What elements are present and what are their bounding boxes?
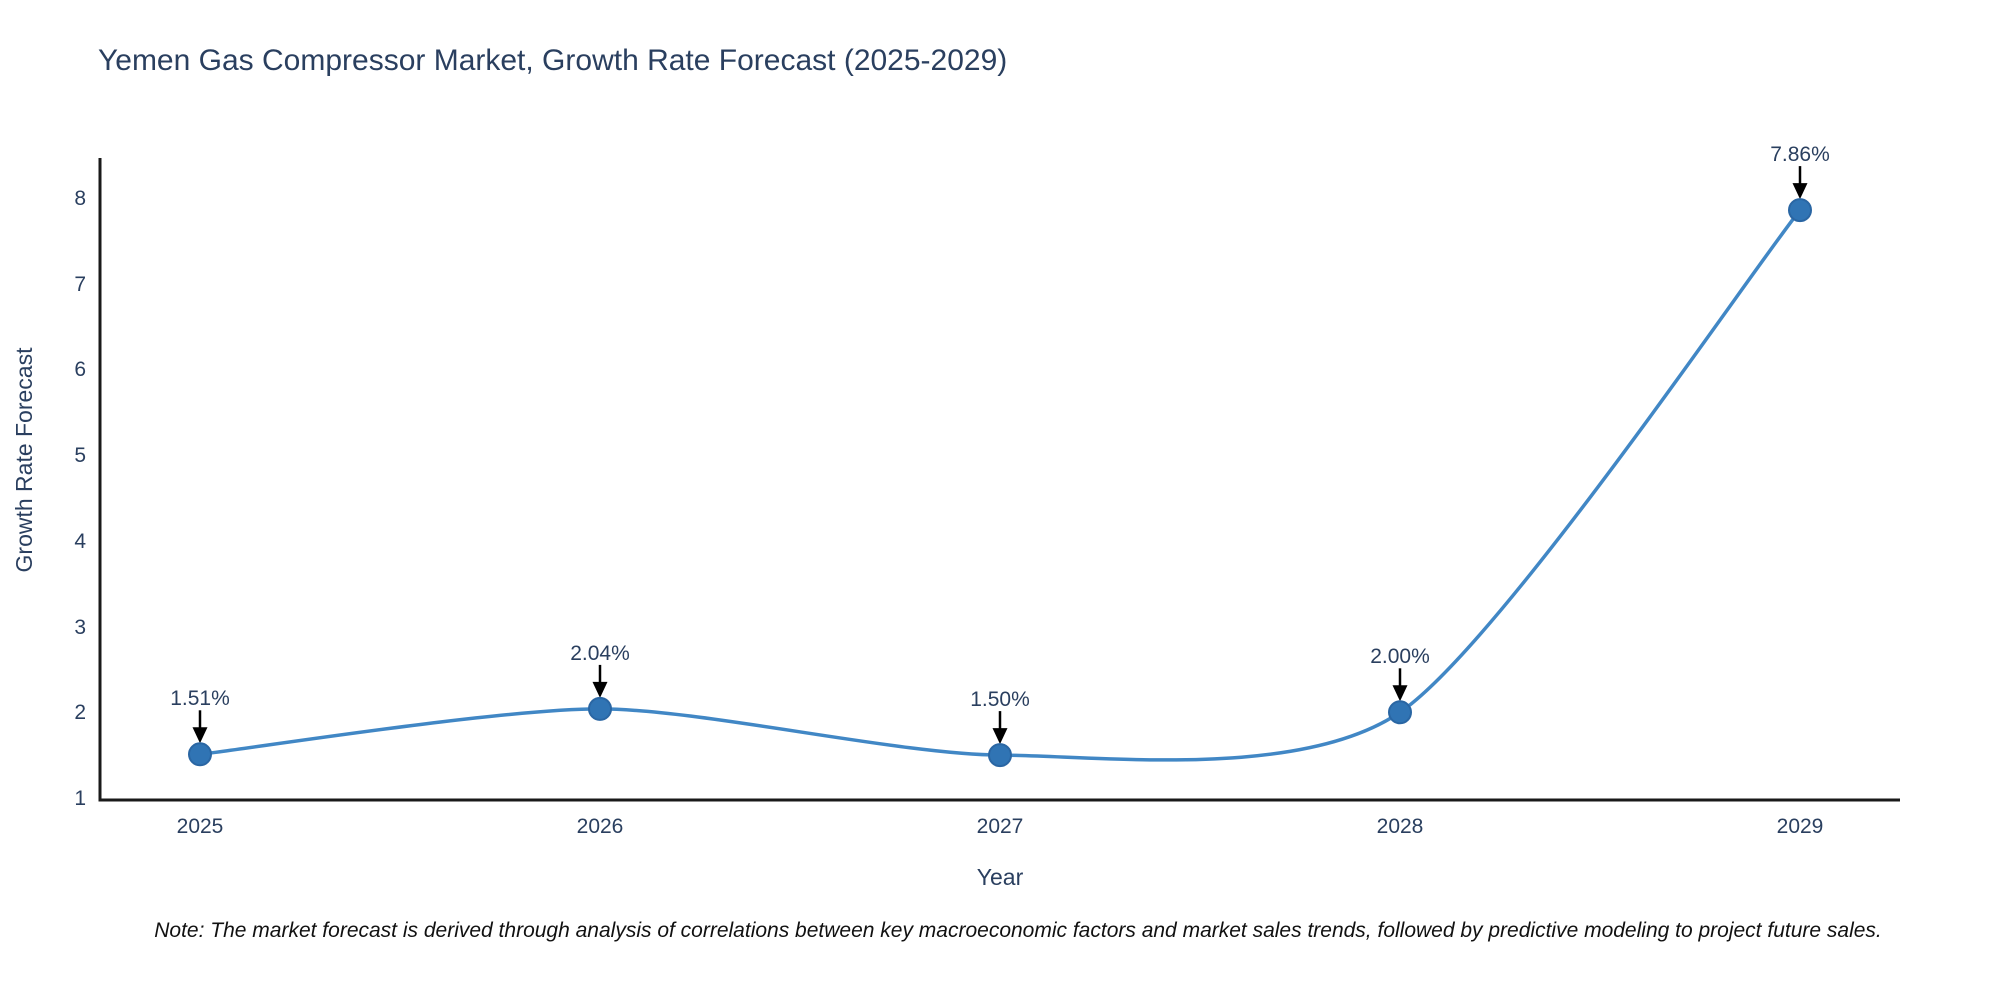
data-point[interactable]: [1788, 198, 1812, 223]
x-tick: 2029: [1777, 815, 1824, 838]
x-tick: 2028: [1377, 815, 1424, 838]
annotation-arrow-head: [592, 681, 608, 698]
annotation-arrow-layer: [192, 166, 1808, 745]
axes: [98, 158, 1900, 802]
y-tick: 5: [74, 444, 86, 467]
data-point[interactable]: [588, 696, 612, 721]
data-point[interactable]: [188, 742, 212, 767]
annotation-arrow-head: [192, 727, 208, 744]
y-tick: 1: [74, 787, 86, 810]
x-axis-title: Year: [977, 864, 1024, 890]
data-point[interactable]: [1388, 700, 1412, 725]
series-line-layer: [199, 209, 1802, 762]
annotation-arrow-head: [1792, 183, 1808, 200]
point-value-label: 7.86%: [1770, 143, 1830, 166]
data-point[interactable]: [988, 743, 1012, 768]
y-tick-labels: 1 2 3 4 5 6 7 8: [74, 187, 86, 810]
chart-title: Yemen Gas Compressor Market, Growth Rate…: [98, 44, 1007, 77]
annotation-arrow-head: [1392, 685, 1408, 702]
y-axis-title: Growth Rate Forecast: [11, 347, 37, 573]
chart-footnote: Note: The market forecast is derived thr…: [154, 919, 1882, 942]
series-spline: [199, 209, 1802, 762]
x-tick: 2025: [177, 815, 224, 838]
y-tick: 6: [74, 358, 86, 381]
y-tick: 2: [74, 701, 86, 724]
point-value-label: 2.00%: [1370, 645, 1430, 668]
annotation-arrow-head: [992, 728, 1008, 745]
point-value-label: 1.50%: [970, 688, 1030, 711]
annotation-labels: 1.51% 2.04% 1.50% 2.00% 7.86%: [170, 143, 1830, 711]
x-tick-labels: 2025 2026 2027 2028 2029: [177, 815, 1824, 838]
y-tick: 3: [74, 616, 86, 639]
y-tick: 8: [74, 187, 86, 210]
point-value-label: 1.51%: [170, 687, 230, 710]
x-tick: 2027: [977, 815, 1024, 838]
point-value-label: 2.04%: [570, 642, 630, 665]
data-point-marker-layer: [188, 198, 1812, 768]
y-tick: 4: [74, 530, 86, 553]
y-tick: 7: [74, 273, 86, 296]
x-tick: 2026: [577, 815, 624, 838]
